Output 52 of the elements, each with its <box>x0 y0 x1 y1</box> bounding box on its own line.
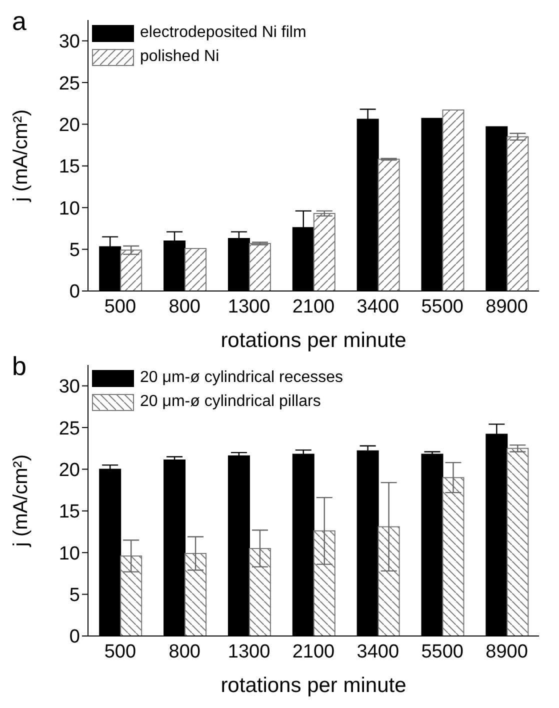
legend-label: electrodeposited Ni film <box>140 23 306 43</box>
y-tick-label: 20 <box>58 114 80 136</box>
x-tick-label: 1300 <box>228 296 270 318</box>
bar <box>378 526 400 636</box>
y-tick-label: 0 <box>69 626 80 648</box>
x-tick-label: 500 <box>104 641 136 662</box>
x-tick-label: 500 <box>104 296 136 318</box>
bar <box>442 477 464 636</box>
y-tick-label: 25 <box>58 418 80 440</box>
x-tick-label: 3400 <box>356 641 400 662</box>
y-tick-label: 5 <box>69 240 80 262</box>
y-tick-label: 20 <box>58 460 80 481</box>
legend-label: 20 μm-ø cylindrical recesses <box>140 368 344 388</box>
bar <box>313 530 336 636</box>
x-tick-label: 3400 <box>356 296 400 318</box>
bar <box>120 250 142 291</box>
text: b <box>12 351 26 382</box>
y-axis-title: j (mA/cm²) <box>10 454 32 548</box>
text: a <box>12 6 26 37</box>
y-tick-label: 5 <box>69 585 80 606</box>
y-tick-label: 25 <box>58 73 80 94</box>
x-tick-label: 2100 <box>292 296 335 318</box>
x-tick-label: 2100 <box>292 641 335 662</box>
y-tick-label: 0 <box>69 282 80 303</box>
y-tick-label: 30 <box>58 32 80 53</box>
bar <box>378 158 400 291</box>
bar <box>506 136 529 291</box>
legend-label: polished Ni <box>140 47 220 67</box>
x-tick-label: 5500 <box>421 296 464 318</box>
bar <box>120 555 142 636</box>
x-tick-label: 5500 <box>421 641 464 662</box>
x-axis-title: rotations per minute <box>220 329 406 352</box>
y-tick-label: 30 <box>58 376 80 398</box>
y-tick-label: 15 <box>58 502 80 523</box>
bar <box>313 212 336 291</box>
y-axis-title: j (mA/cm²) <box>10 109 32 203</box>
legend-label: 20 μm-ø cylindrical pillars <box>140 392 321 412</box>
x-tick-label: 1300 <box>228 641 270 662</box>
x-tick-label: 800 <box>168 641 200 662</box>
y-tick-label: 15 <box>58 156 80 178</box>
bar <box>184 248 207 291</box>
bar <box>506 448 529 636</box>
y-tick-label: 10 <box>58 543 80 564</box>
bar <box>248 548 271 636</box>
y-tick-label: 10 <box>58 198 80 220</box>
x-tick-label: 800 <box>168 296 200 318</box>
x-axis-title: rotations per minute <box>220 674 406 697</box>
bar <box>442 110 464 291</box>
x-tick-label: 8900 <box>486 641 528 662</box>
x-tick-label: 8900 <box>486 296 528 318</box>
bar <box>184 552 207 636</box>
bar <box>248 242 271 291</box>
